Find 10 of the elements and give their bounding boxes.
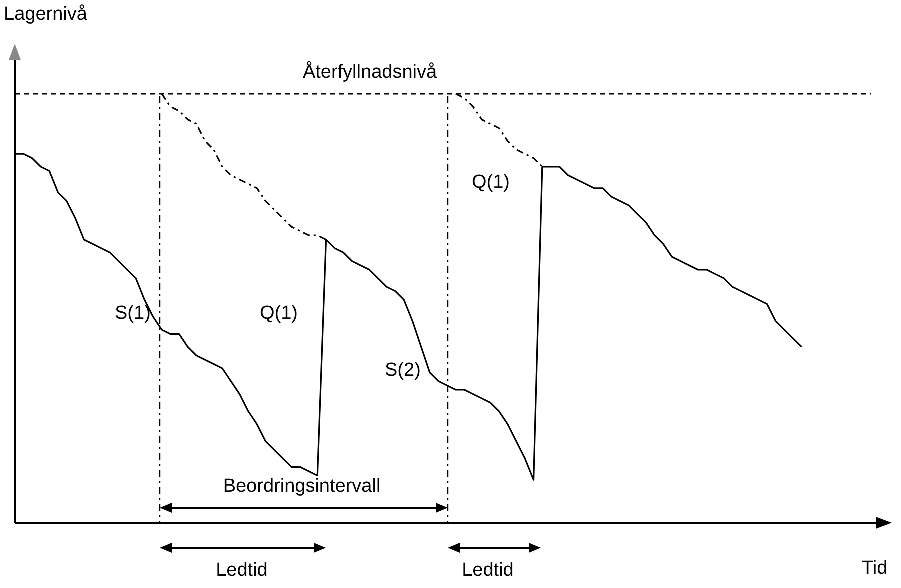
x-axis-title: Tid bbox=[862, 558, 888, 580]
annotation: Q(1) bbox=[471, 172, 511, 194]
annotation: Q(1) bbox=[259, 303, 299, 325]
text: Ledtid bbox=[214, 560, 270, 582]
y-axis-title: Lagernivå bbox=[4, 4, 88, 26]
annotation: S(1) bbox=[114, 303, 152, 325]
text: Ledtid bbox=[460, 560, 516, 582]
annotation: S(2) bbox=[384, 360, 422, 382]
ref-line-label: Återfyllnadsnivå bbox=[302, 62, 438, 84]
annotation: Beordringsintervall bbox=[221, 476, 383, 498]
